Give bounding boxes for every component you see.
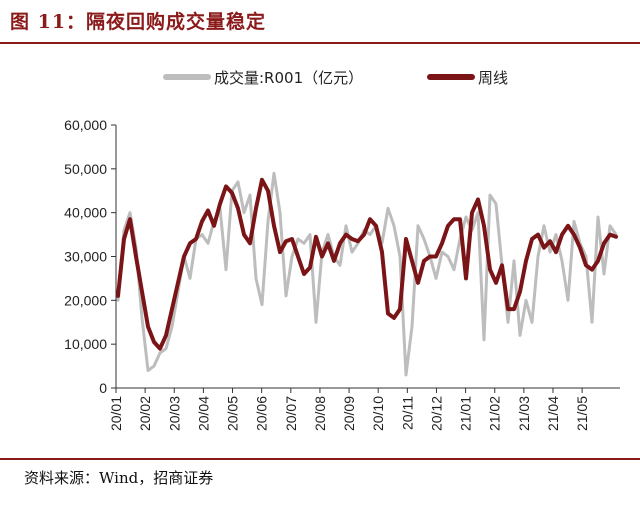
y-tick-label: 20,000: [64, 292, 107, 308]
figure-title: 图 11：隔夜回购成交量稳定: [10, 11, 267, 33]
x-tick-label: 21/02: [487, 396, 503, 431]
series-line-weekly: [116, 177, 618, 351]
x-tick-label: 20/08: [312, 396, 328, 431]
y-tick-label: 0: [99, 380, 107, 396]
y-tick-label: 40,000: [64, 205, 107, 221]
y-tick-label: 50,000: [64, 161, 107, 177]
legend-label-weekly: 周线: [478, 69, 508, 87]
x-tick-label: 20/06: [254, 396, 270, 431]
y-tick-label: 10,000: [64, 336, 107, 352]
x-tick-label: 21/01: [458, 396, 474, 431]
y-tick-label: 60,000: [64, 117, 107, 133]
series-line-daily: [116, 171, 618, 377]
x-axis: 20/01 20/02 20/03 20/04 20/05 20/06 20/07 20/08…: [108, 387, 620, 431]
x-tick-label: 20/04: [195, 396, 211, 431]
title-rule: [0, 42, 640, 44]
x-tick-label: 20/01: [108, 396, 124, 431]
legend-label-daily: 成交量:R001（亿元）: [214, 69, 363, 87]
x-tick-label: 21/04: [545, 396, 561, 431]
x-tick-label: 20/03: [166, 396, 182, 431]
x-tick-label: 21/03: [516, 396, 532, 431]
x-tick-label: 20/05: [225, 396, 241, 431]
y-axis: 0 10,000 20,000 30,000 40,000 50,000 60,000: [64, 117, 117, 396]
x-tick-label: 20/10: [370, 396, 386, 431]
y-tick-label: 30,000: [64, 249, 107, 265]
x-tick-label: 20/07: [283, 396, 299, 431]
line-chart: 成交量:R001（亿元） 周线 0 10,000 20,000 30,000 40,00…: [64, 69, 620, 431]
x-tick-label: 21/05: [574, 396, 590, 431]
series-layer: [116, 171, 618, 377]
x-tick-label: 20/12: [428, 396, 444, 431]
x-tick-label: 20/02: [137, 396, 153, 431]
x-tick-label: 20/09: [341, 396, 357, 431]
x-tick-label: 20/11: [399, 396, 415, 430]
legend: 成交量:R001（亿元） 周线: [163, 69, 508, 87]
source-note: 资料来源：Wind，招商证券: [24, 469, 214, 487]
footer-rule: [0, 458, 640, 460]
